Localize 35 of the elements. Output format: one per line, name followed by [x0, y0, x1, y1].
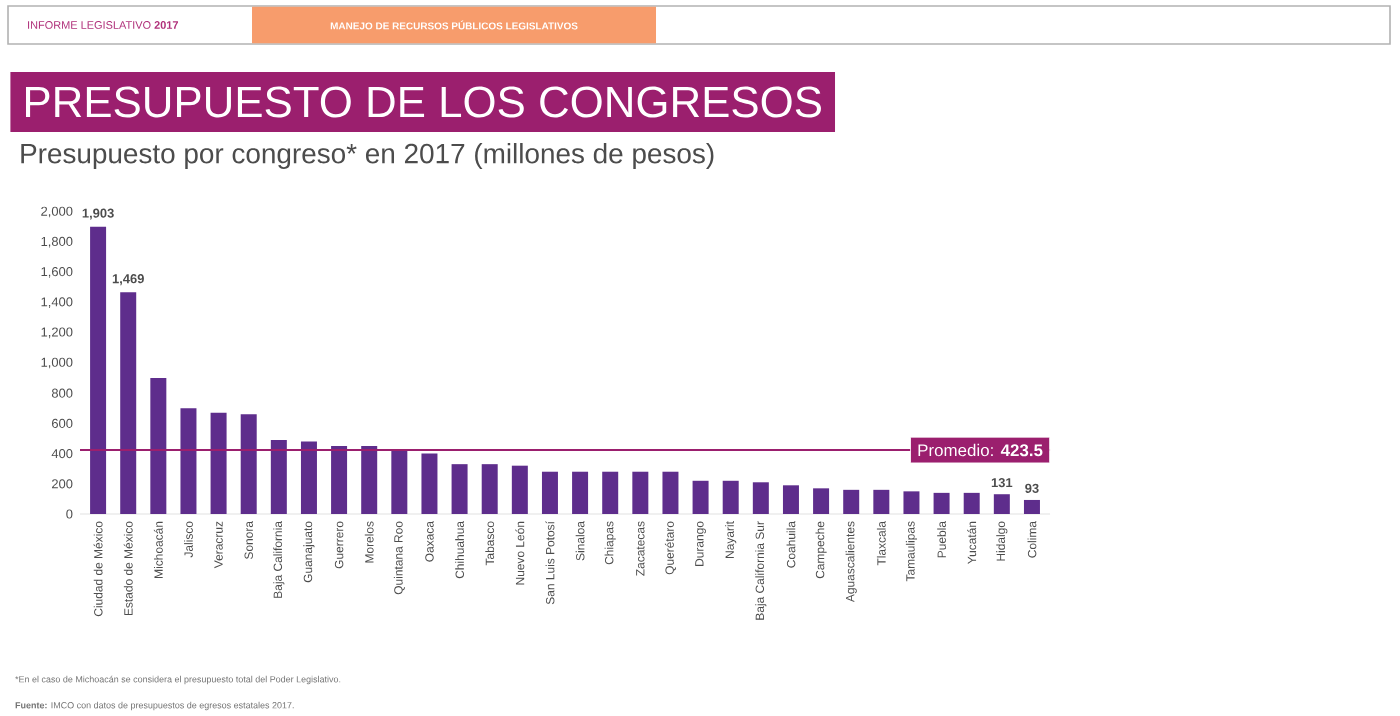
bar [722, 480, 739, 514]
bar [511, 465, 528, 514]
bar [210, 412, 227, 514]
bar [150, 378, 167, 514]
bar [270, 440, 287, 514]
bar [632, 471, 649, 514]
bar [481, 464, 498, 514]
bar [572, 471, 589, 514]
bar [120, 292, 137, 514]
ref-line-label: Promedio: 423.5 [918, 443, 1043, 457]
bar [421, 453, 438, 514]
bar [963, 492, 980, 514]
chart-title: PRESUPUESTO DE LOS CONGRESOS [26, 86, 821, 118]
bar [1023, 499, 1040, 514]
bar [300, 441, 317, 514]
bar [993, 494, 1010, 514]
bar [782, 485, 799, 514]
bar [873, 489, 890, 514]
bar [451, 464, 468, 514]
bar [331, 446, 348, 514]
bar [692, 480, 709, 514]
bar [752, 482, 769, 514]
bar [602, 471, 619, 514]
bar [933, 492, 950, 514]
bar [541, 471, 558, 514]
bar [90, 226, 107, 514]
bar [180, 408, 197, 514]
bar [391, 450, 408, 514]
bar [662, 471, 679, 514]
bar [361, 446, 378, 514]
bar [813, 488, 830, 514]
chart-subtitle: Presupuesto por congreso* en 2017 (millones de pesos) [21, 142, 714, 169]
bar [903, 491, 920, 514]
bar [240, 414, 257, 514]
bar [843, 489, 860, 514]
